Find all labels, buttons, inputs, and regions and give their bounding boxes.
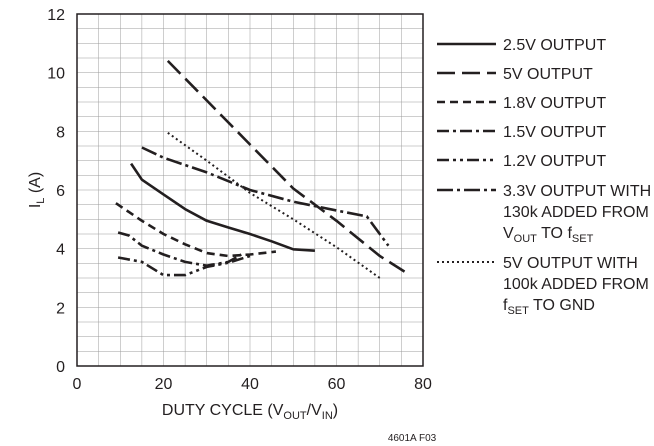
legend-entry-5v-output-with-100k-added-from-fset-to-gnd: 5V OUTPUT WITH 100k ADDED FROM fSET TO GND: [437, 255, 649, 317]
y-axis-title: IL (A): [27, 172, 47, 208]
legend-label: 3.3V OUTPUT WITH: [503, 183, 651, 200]
series-line-5v-output: [166, 59, 411, 277]
x-tick-label: 60: [328, 376, 346, 393]
legend-label: 5V OUTPUT WITH: [503, 255, 638, 272]
y-tick-label: 10: [47, 66, 65, 83]
y-tick-labels: 0 2 4 6 8 10 12: [47, 7, 65, 376]
legend-label-part: SET: [507, 305, 529, 317]
legend-label-part: 5V OUTPUT: [503, 66, 593, 83]
y-axis-title-sub: L: [35, 198, 47, 204]
legend-label: fSET TO GND: [503, 297, 595, 317]
legend-label: 100k ADDED FROM: [503, 276, 649, 293]
x-tick-label: 20: [155, 376, 173, 393]
legend-label-part: TO f: [537, 225, 573, 242]
legend-label-part: 1.5V OUTPUT: [503, 124, 606, 141]
legend-label: VOUT TO fSET: [503, 225, 594, 245]
figure-reference: 4601A F03: [388, 433, 437, 444]
series-lines: [115, 59, 411, 279]
legend-entry-3-3v-output-with-130k-added-from-vout-to-fset: 3.3V OUTPUT WITH 130k ADDED FROM VOUT TO f…: [437, 183, 651, 245]
legend-label: 2.5V OUTPUT: [503, 37, 606, 54]
x-axis-title-sub2: IN: [322, 410, 333, 422]
legend-label-part: TO GND: [529, 297, 595, 314]
legend-label-part: SET: [572, 233, 594, 245]
legend-label-part: 5V OUTPUT WITH: [503, 255, 638, 272]
x-axis-title-part1: DUTY CYCLE (V: [162, 402, 284, 419]
legend-label-part: f: [503, 297, 508, 314]
legend: 2.5V OUTPUT 5V OUTPUT 1.8V OUTPUT 1.5V OUTP…: [437, 37, 651, 317]
y-axis-title-part1: I: [27, 204, 44, 208]
legend-label: 1.2V OUTPUT: [503, 153, 606, 170]
y-tick-label: 2: [56, 300, 65, 317]
x-axis-title-part3: ): [333, 402, 338, 419]
series-line-1-5v-output: [117, 231, 242, 267]
plot-frame: [76, 13, 424, 367]
series-line-1-2v-output: [117, 254, 251, 277]
legend-entry-1-5v-output: 1.5V OUTPUT: [437, 124, 606, 141]
legend-label: 5V OUTPUT: [503, 66, 593, 83]
x-axis-title: DUTY CYCLE (VOUT/VIN): [162, 402, 338, 422]
legend-label-part: 100k ADDED FROM: [503, 276, 649, 293]
y-tick-label: 12: [47, 7, 65, 24]
y-tick-label: 4: [56, 242, 65, 259]
legend-label: 130k ADDED FROM: [503, 204, 649, 221]
x-tick-label: 40: [241, 376, 259, 393]
y-axis-title-part2: (A): [27, 172, 44, 198]
x-tick-labels: 0 20 40 60 80: [73, 376, 432, 393]
legend-label-part: 3.3V OUTPUT WITH: [503, 183, 651, 200]
legend-label-part: OUT: [514, 233, 538, 245]
series-line-5v-output-with-100k-added-from-fset-to-gnd: [167, 131, 381, 279]
legend-label-part: 1.2V OUTPUT: [503, 153, 606, 170]
series-line-2-5v-output: [130, 162, 315, 252]
legend-label: 1.5V OUTPUT: [503, 124, 606, 141]
x-axis-title-sub1: OUT: [283, 410, 307, 422]
series-line-1-8v-output: [115, 202, 277, 258]
legend-label-part: 2.5V OUTPUT: [503, 37, 606, 54]
grid: [77, 14, 423, 366]
x-tick-label: 0: [73, 376, 82, 393]
legend-entry-1-8v-output: 1.8V OUTPUT: [437, 95, 606, 112]
legend-entry-1-2v-output: 1.2V OUTPUT: [437, 153, 606, 170]
legend-label-part: 1.8V OUTPUT: [503, 95, 606, 112]
x-axis-title-part2: /V: [307, 402, 322, 419]
legend-label-part: V: [503, 225, 514, 242]
legend-label: 1.8V OUTPUT: [503, 95, 606, 112]
legend-entry-2-5v-output: 2.5V OUTPUT: [437, 37, 606, 54]
y-tick-label: 6: [56, 183, 65, 200]
y-tick-label: 0: [56, 359, 65, 376]
series-line-3-3v-output-with-130k-added-from-vout-to-fset: [141, 146, 390, 247]
legend-entry-5v-output: 5V OUTPUT: [437, 66, 593, 83]
x-tick-label: 80: [414, 376, 432, 393]
legend-label-part: 130k ADDED FROM: [503, 204, 649, 221]
y-tick-label: 8: [56, 124, 65, 141]
